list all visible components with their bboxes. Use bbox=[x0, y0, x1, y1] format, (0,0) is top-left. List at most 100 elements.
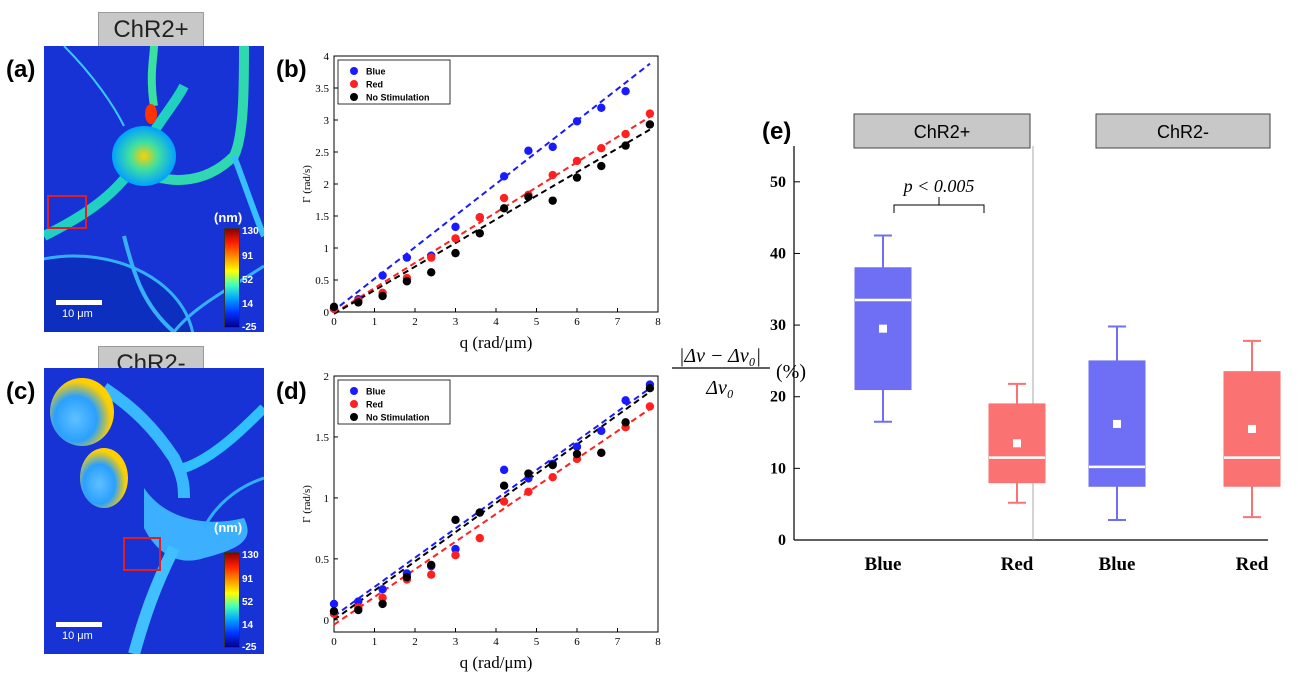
x-axis-label: q (rad/μm) bbox=[460, 333, 533, 352]
chr2-plus-image: (nm) 130 91 52 14 -25 10 μm bbox=[44, 46, 264, 332]
data-point bbox=[427, 570, 436, 579]
legend-marker bbox=[350, 387, 358, 395]
y-tick-label: 1.5 bbox=[315, 211, 329, 223]
data-point bbox=[548, 142, 557, 152]
legend-marker bbox=[350, 80, 358, 88]
data-point bbox=[451, 234, 460, 243]
fit-line bbox=[333, 115, 651, 315]
y-tick-label: 2 bbox=[324, 179, 330, 191]
x-tick-label: 4 bbox=[493, 636, 499, 648]
panel-a-cbar-tick: 91 bbox=[242, 251, 254, 262]
y-tick-label: 3.5 bbox=[315, 83, 329, 95]
data-point bbox=[548, 472, 557, 482]
y-tick-label: 2 bbox=[324, 371, 330, 383]
data-point bbox=[451, 515, 460, 525]
y-tick-label: 0 bbox=[324, 615, 330, 627]
data-point bbox=[645, 120, 655, 129]
y-label-denominator: Δν₀ bbox=[705, 377, 734, 399]
x-tick-label: 0 bbox=[331, 636, 337, 648]
panel-a-cbar-tick: 130 bbox=[242, 226, 259, 237]
x-category-label: Blue bbox=[1099, 554, 1136, 575]
data-point bbox=[524, 469, 533, 478]
x-tick-label: 8 bbox=[655, 316, 661, 328]
legend: Blue Red No Stimulation bbox=[337, 59, 451, 105]
y-tick-label: 40 bbox=[770, 245, 786, 262]
data-point bbox=[597, 161, 606, 171]
y-tick-label: 0 bbox=[324, 307, 330, 319]
panel-c-scale-label: 10 μm bbox=[62, 630, 93, 642]
x-tick-label: 7 bbox=[615, 636, 621, 648]
data-point bbox=[354, 605, 363, 615]
legend-label: Blue bbox=[366, 387, 386, 397]
x-tick-label: 3 bbox=[453, 316, 459, 328]
x-tick-label: 1 bbox=[372, 636, 378, 648]
panel-a-colorbar bbox=[224, 228, 240, 328]
data-point bbox=[621, 129, 630, 139]
data-point bbox=[499, 193, 509, 203]
data-point bbox=[451, 544, 460, 554]
panel-a-label: (a) bbox=[6, 56, 36, 83]
data-point bbox=[329, 607, 339, 616]
fit-line bbox=[333, 387, 651, 617]
data-point bbox=[427, 253, 436, 262]
x-tick-label: 1 bbox=[372, 316, 378, 328]
data-point bbox=[378, 291, 387, 301]
y-tick-label: 4 bbox=[324, 51, 330, 63]
y-axis-label: Γ (rad/s) bbox=[301, 485, 313, 523]
data-point bbox=[402, 253, 412, 262]
group-tag-label: ChR2- bbox=[1157, 122, 1209, 142]
panel-a-scale-label: 10 μm bbox=[62, 308, 93, 320]
legend-label: No Stimulation bbox=[366, 93, 430, 103]
legend-label: No Stimulation bbox=[366, 413, 430, 423]
x-tick-label: 5 bbox=[534, 636, 540, 648]
x-tick-label: 0 bbox=[331, 316, 337, 328]
data-point bbox=[354, 597, 363, 606]
mean-marker bbox=[1248, 424, 1256, 433]
data-point bbox=[475, 533, 484, 543]
y-tick-label: 1.5 bbox=[315, 432, 329, 444]
legend-marker bbox=[350, 413, 358, 421]
data-point bbox=[621, 87, 630, 96]
data-point bbox=[475, 508, 484, 517]
data-point bbox=[524, 146, 533, 155]
panel-d-label: (d) bbox=[276, 378, 307, 405]
x-tick-label: 3 bbox=[453, 636, 459, 648]
legend: Blue Red No Stimulation bbox=[337, 379, 451, 425]
data-point bbox=[548, 170, 557, 180]
mean-marker bbox=[1113, 419, 1121, 428]
panel-c-cbar-tick: 91 bbox=[242, 574, 254, 585]
chr2-plus-image-content bbox=[44, 46, 264, 332]
panel-c-cbar-tick: 52 bbox=[242, 597, 254, 608]
panel-a-tag: ChR2+ bbox=[98, 12, 204, 48]
y-tick-label: 0.5 bbox=[315, 275, 329, 287]
data-point bbox=[451, 222, 460, 232]
fit-line bbox=[333, 128, 651, 315]
chart-d: 0 1 2 3 4 5 6 7 8 0 0.5 1 1.5 2 q (rad/μm) Γ (rad/s) Blu… bbox=[301, 371, 661, 672]
data-point bbox=[402, 277, 412, 286]
data-point bbox=[378, 593, 387, 603]
x-tick-label: 7 bbox=[615, 316, 621, 328]
y-tick-label: 20 bbox=[770, 389, 786, 406]
x-category-label: Blue bbox=[865, 554, 902, 575]
data-point bbox=[451, 248, 460, 258]
box bbox=[988, 403, 1046, 484]
x-tick-label: 8 bbox=[655, 636, 661, 648]
x-tick-label: 5 bbox=[534, 316, 540, 328]
data-point bbox=[427, 560, 436, 570]
y-tick-label: 10 bbox=[770, 460, 786, 477]
panel-c-cbar-tick: 130 bbox=[242, 550, 259, 561]
panel-c-cbar-tick: 14 bbox=[242, 620, 254, 631]
data-point bbox=[378, 271, 387, 280]
data-point bbox=[548, 460, 557, 470]
y-tick-label: 0 bbox=[778, 532, 786, 549]
legend-label: Blue bbox=[366, 67, 386, 77]
data-point bbox=[451, 551, 460, 560]
fit-line bbox=[331, 62, 651, 313]
panel-a-cbar-tick: 14 bbox=[242, 299, 254, 310]
data-point bbox=[548, 196, 557, 205]
data-point bbox=[499, 204, 509, 213]
panel-a-cbar-tick: 52 bbox=[242, 275, 254, 286]
significance-bracket bbox=[893, 197, 985, 213]
panel-b-label: (b) bbox=[276, 56, 307, 83]
data-point bbox=[378, 599, 387, 609]
